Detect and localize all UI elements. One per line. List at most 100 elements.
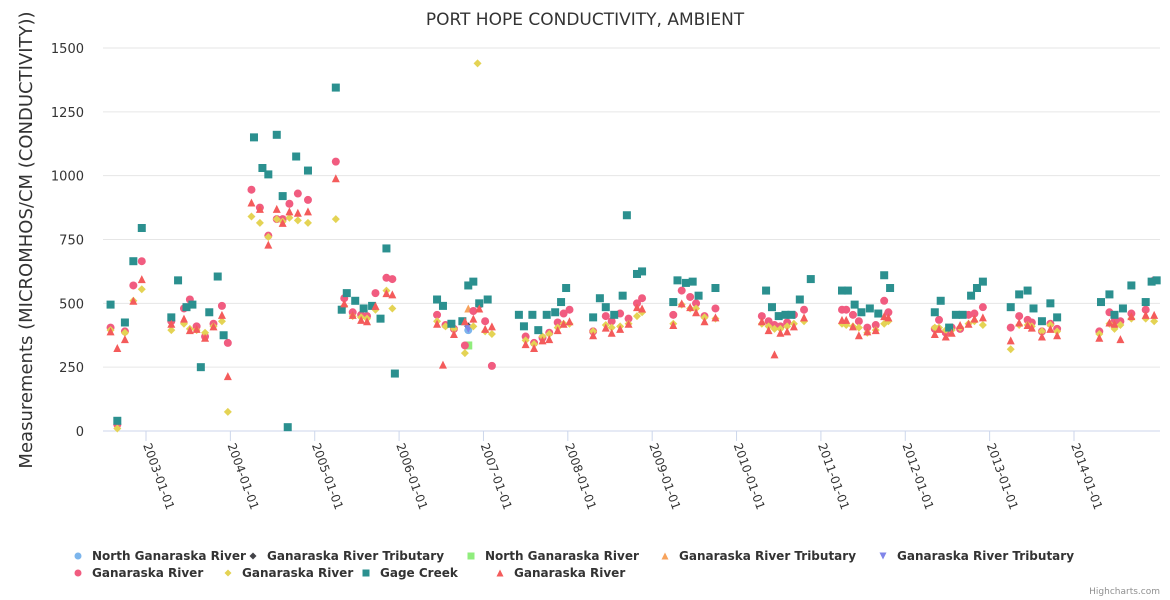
legend-symbol[interactable] bbox=[496, 569, 504, 576]
data-point[interactable] bbox=[1046, 299, 1055, 308]
data-point[interactable] bbox=[1053, 313, 1062, 322]
data-point[interactable] bbox=[129, 296, 138, 305]
data-point[interactable] bbox=[285, 199, 294, 208]
data-point[interactable] bbox=[1037, 327, 1046, 336]
data-point[interactable] bbox=[863, 327, 872, 336]
data-point[interactable] bbox=[331, 215, 340, 224]
data-point[interactable] bbox=[475, 304, 484, 313]
data-point[interactable] bbox=[669, 310, 678, 319]
data-point[interactable] bbox=[795, 295, 804, 304]
data-point[interactable] bbox=[1015, 312, 1024, 321]
highcharts-credit[interactable]: Highcharts.com bbox=[1089, 587, 1160, 597]
data-point[interactable] bbox=[1029, 304, 1038, 313]
legend-item[interactable]: North Ganaraska River bbox=[72, 549, 247, 563]
data-point[interactable] bbox=[196, 363, 205, 372]
data-point[interactable] bbox=[1006, 303, 1015, 312]
data-point[interactable] bbox=[106, 300, 115, 309]
data-point[interactable] bbox=[542, 310, 551, 319]
data-point[interactable] bbox=[272, 204, 281, 213]
data-point[interactable] bbox=[219, 331, 228, 340]
data-point[interactable] bbox=[854, 323, 863, 332]
data-point[interactable] bbox=[632, 303, 641, 312]
data-point[interactable] bbox=[783, 327, 792, 336]
data-point[interactable] bbox=[460, 341, 469, 350]
legend-symbol[interactable] bbox=[467, 552, 475, 559]
data-point[interactable] bbox=[669, 321, 678, 330]
data-point[interactable] bbox=[930, 329, 939, 338]
data-point[interactable] bbox=[285, 207, 294, 216]
data-point[interactable] bbox=[848, 322, 857, 331]
data-point[interactable] bbox=[167, 313, 176, 322]
data-point[interactable] bbox=[589, 331, 598, 340]
data-point[interactable] bbox=[283, 423, 292, 432]
data-point[interactable] bbox=[638, 304, 647, 313]
data-point[interactable] bbox=[449, 329, 458, 338]
data-point[interactable] bbox=[757, 312, 766, 321]
data-point[interactable] bbox=[1027, 323, 1036, 332]
data-point[interactable] bbox=[848, 310, 857, 319]
data-point[interactable] bbox=[382, 289, 391, 298]
data-point[interactable] bbox=[553, 326, 562, 335]
data-point[interactable] bbox=[565, 305, 574, 314]
data-point[interactable] bbox=[1127, 312, 1136, 321]
data-point[interactable] bbox=[460, 349, 469, 358]
data-point[interactable] bbox=[764, 317, 773, 326]
data-point[interactable] bbox=[106, 327, 115, 336]
legend-item[interactable]: Ganaraska River bbox=[72, 566, 222, 580]
data-point[interactable] bbox=[776, 328, 785, 337]
data-point[interactable] bbox=[762, 286, 771, 295]
data-point[interactable] bbox=[348, 310, 357, 319]
data-point[interactable] bbox=[376, 314, 385, 323]
data-point[interactable] bbox=[293, 216, 302, 225]
data-point[interactable] bbox=[978, 321, 987, 330]
data-point[interactable] bbox=[258, 164, 267, 173]
data-point[interactable] bbox=[217, 301, 226, 310]
data-point[interactable] bbox=[1150, 317, 1159, 326]
data-point[interactable] bbox=[838, 286, 846, 295]
data-point[interactable] bbox=[264, 240, 273, 249]
data-point[interactable] bbox=[945, 323, 954, 332]
data-point[interactable] bbox=[854, 317, 863, 326]
data-point[interactable] bbox=[947, 328, 956, 337]
data-point[interactable] bbox=[1150, 310, 1159, 319]
data-point[interactable] bbox=[688, 277, 697, 286]
data-point[interactable] bbox=[264, 170, 273, 179]
data-point[interactable] bbox=[565, 317, 574, 326]
data-point[interactable] bbox=[217, 310, 226, 319]
data-point[interactable] bbox=[1015, 290, 1024, 299]
data-point[interactable] bbox=[433, 310, 442, 319]
data-point[interactable] bbox=[371, 289, 380, 298]
data-point[interactable] bbox=[528, 310, 537, 319]
data-point[interactable] bbox=[607, 323, 616, 332]
data-point[interactable] bbox=[201, 328, 210, 337]
data-point[interactable] bbox=[1053, 331, 1062, 340]
data-point[interactable] bbox=[842, 315, 851, 324]
data-point[interactable] bbox=[129, 257, 138, 266]
data-point[interactable] bbox=[113, 424, 122, 433]
legend-symbol[interactable] bbox=[249, 552, 257, 559]
data-point[interactable] bbox=[120, 328, 129, 337]
data-point[interactable] bbox=[677, 286, 686, 295]
data-point[interactable] bbox=[255, 204, 264, 213]
data-point[interactable] bbox=[774, 312, 783, 321]
data-point[interactable] bbox=[293, 189, 302, 198]
data-point[interactable] bbox=[249, 133, 258, 142]
data-point[interactable] bbox=[638, 267, 647, 276]
data-point[interactable] bbox=[783, 322, 792, 331]
data-point[interactable] bbox=[264, 232, 273, 241]
data-point[interactable] bbox=[363, 317, 372, 326]
data-point[interactable] bbox=[681, 278, 690, 287]
data-point[interactable] bbox=[610, 310, 619, 319]
data-point[interactable] bbox=[247, 198, 256, 207]
data-point[interactable] bbox=[487, 322, 496, 331]
data-point[interactable] bbox=[292, 152, 301, 161]
data-point[interactable] bbox=[601, 312, 610, 321]
data-point[interactable] bbox=[382, 244, 391, 253]
data-point[interactable] bbox=[331, 83, 340, 92]
data-point[interactable] bbox=[278, 192, 287, 201]
data-point[interactable] bbox=[137, 275, 146, 284]
data-point[interactable] bbox=[1127, 281, 1136, 290]
legend-item[interactable]: North Ganaraska River bbox=[465, 549, 659, 563]
data-point[interactable] bbox=[686, 303, 695, 312]
data-point[interactable] bbox=[388, 275, 397, 284]
